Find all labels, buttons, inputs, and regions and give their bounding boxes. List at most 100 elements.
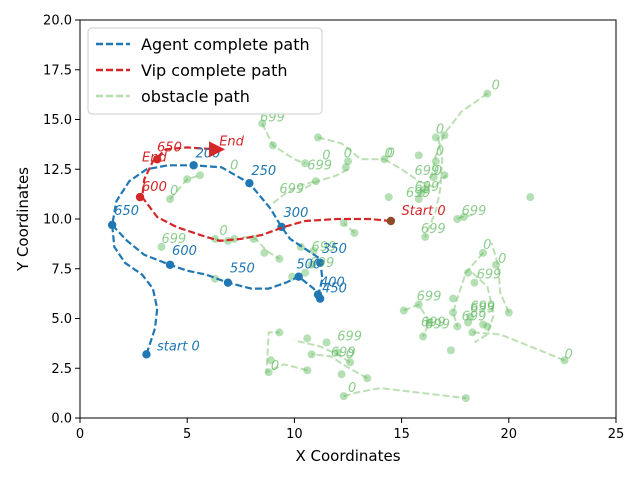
vip-waypoint (386, 216, 396, 226)
end-arrow-marker (209, 141, 226, 158)
obstacle-point (399, 306, 408, 315)
x-tick-label: 5 (183, 427, 191, 442)
obstacle-point (440, 131, 449, 140)
obstacle-point (322, 338, 331, 347)
obstacle-step-label: 699 (470, 302, 495, 317)
x-tick: 20 (501, 418, 518, 442)
y-tick: 12.5 (43, 163, 80, 178)
agent-step-label: 650 (114, 204, 139, 219)
obstacle-step-label: 0 (219, 224, 227, 239)
obstacle-path-line (261, 123, 306, 165)
obstacle-path-line (169, 174, 201, 200)
obstacle-point (416, 189, 425, 198)
obstacle-point (307, 260, 316, 269)
obstacle-path-line (298, 168, 349, 192)
obstacle-step-label: 0 (436, 144, 444, 159)
obstacle-point (446, 346, 455, 355)
obstacle-point (350, 228, 359, 237)
obstacle-step-label: 0 (436, 122, 444, 137)
obstacle-path-line (420, 92, 488, 194)
obstacle-point (311, 177, 320, 186)
obstacle-path-line (456, 214, 473, 220)
x-tick: 10 (286, 418, 303, 442)
obstacle-step-label: 0 (230, 158, 238, 173)
obstacle-point (526, 193, 535, 202)
y-tick: 10.0 (43, 213, 80, 228)
agent-step-label: 400 (320, 276, 345, 291)
obstacle-point (307, 350, 316, 359)
obstacle-step-label: 699 (279, 182, 304, 197)
vip-step-label: Start 0 (401, 204, 445, 219)
obstacle-step-label: 0 (498, 252, 506, 267)
obstacle-step-label: 0 (348, 381, 356, 396)
obstacle-path-line (265, 331, 308, 374)
agent-step-label: 350 (322, 242, 347, 257)
obstacle-point (504, 308, 513, 317)
x-tick-label: 0 (76, 427, 84, 442)
obstacle-point (419, 332, 428, 341)
obstacle-step-label: 699 (414, 180, 439, 195)
x-axis-ticks: 0 5 10 15 20 25 (76, 418, 624, 442)
obstacle-step-label: 0 (434, 164, 442, 179)
agent-waypoint (294, 272, 303, 281)
obstacle-path-line (472, 331, 565, 362)
obstacle-point (414, 195, 423, 204)
y-tick: 0.0 (51, 412, 80, 427)
obstacle-point (275, 328, 284, 337)
obstacle-point (414, 151, 423, 160)
y-tick: 17.5 (43, 63, 80, 78)
agent-waypoint (189, 161, 198, 170)
obstacle-point (346, 358, 355, 367)
obstacle-point (258, 119, 267, 128)
obstacle-point (440, 171, 449, 180)
obstacle-step-label: 699 (470, 300, 495, 315)
obstacle-point (339, 392, 348, 401)
obstacle-step-label: 699 (462, 204, 487, 219)
x-tick-label: 25 (608, 427, 625, 442)
agent-step-label: 600 (172, 244, 197, 259)
y-axis-title: Y Coordinates (14, 167, 32, 272)
agent-step-label: 500 (296, 258, 321, 273)
obstacle-point (333, 348, 342, 357)
obstacle-point (341, 163, 350, 172)
obstacle-point (431, 157, 440, 166)
obstacle-point (275, 254, 284, 263)
obstacle-step-label: 699 (417, 290, 442, 305)
obstacle-step-label: 0 (346, 347, 354, 362)
obstacle-point (363, 374, 372, 383)
obstacle-step-label: 0 (384, 146, 392, 161)
obstacle-layer (157, 89, 569, 403)
obstacle-step-label: 0 (271, 359, 279, 374)
agent-waypoint (107, 220, 117, 230)
vip-path-line (141, 146, 392, 243)
y-tick-label: 12.5 (43, 163, 72, 178)
obstacle-point (380, 155, 389, 164)
y-axis-ticks: 0.0 2.5 5.0 7.5 10.0 12.5 15.0 17.5 20.0 (43, 14, 80, 427)
obstacle-point (230, 234, 239, 243)
obstacle-point (479, 320, 488, 329)
obstacle-path-line (343, 222, 356, 234)
x-axis-title: X Coordinates (295, 447, 400, 465)
obstacle-point (470, 278, 479, 287)
vip-waypoint (135, 192, 145, 202)
agent-waypoint (165, 260, 175, 269)
obstacle-point (344, 157, 352, 166)
y-tick-label: 0.0 (51, 412, 72, 427)
obstacle-point (384, 193, 393, 202)
obstacle-point (264, 368, 273, 377)
obstacle-point (157, 242, 166, 251)
x-tick-label: 15 (393, 427, 410, 442)
agent-step-label: 300 (284, 206, 309, 221)
obstacle-path-line (294, 339, 351, 364)
obstacle-step-label: 699 (161, 232, 186, 247)
obstacle-point (421, 232, 430, 241)
obstacle-point (337, 370, 346, 379)
obstacle-step-label: 0 (170, 184, 178, 199)
obstacle-step-label: 699 (462, 309, 487, 324)
legend-box (87, 27, 323, 115)
x-tick: 0 (76, 418, 84, 442)
agent-step-label: start 0 (157, 339, 200, 354)
x-tick-label: 20 (501, 427, 518, 442)
